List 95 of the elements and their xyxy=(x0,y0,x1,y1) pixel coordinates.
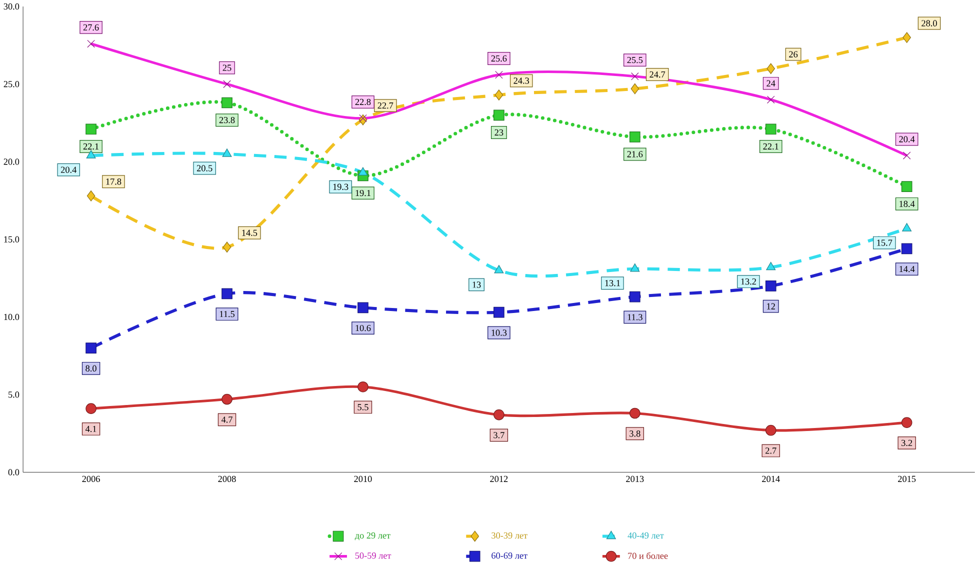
y-tick-label: 10.0 xyxy=(4,314,20,320)
data-label: 23.8 xyxy=(219,116,235,123)
data-label: 12 xyxy=(767,303,775,310)
data-label: 13.1 xyxy=(605,280,620,286)
data-label: 18.4 xyxy=(900,200,915,207)
point xyxy=(766,262,776,270)
data-label: 11.3 xyxy=(628,314,642,320)
point xyxy=(902,32,911,43)
data-label: 20.4 xyxy=(899,136,915,142)
legend-label: 30-39 лет xyxy=(492,532,528,538)
data-label: 23 xyxy=(494,129,504,136)
point xyxy=(222,97,232,108)
point xyxy=(358,381,368,392)
point xyxy=(222,394,232,404)
point xyxy=(902,222,912,232)
point xyxy=(766,62,775,74)
data-label: 26 xyxy=(789,51,798,58)
data-label: 25.6 xyxy=(491,55,507,62)
data-label: 5.5 xyxy=(358,404,368,410)
point xyxy=(86,342,96,354)
data-label: 15.7 xyxy=(877,239,892,246)
data-label: 19.1 xyxy=(356,190,370,196)
point xyxy=(630,263,640,272)
point xyxy=(86,190,96,202)
x-tick-label: 2013 xyxy=(626,476,644,482)
x-tick-label: 2008 xyxy=(218,476,236,482)
data-label: 28.0 xyxy=(922,20,937,26)
point xyxy=(901,180,912,192)
data-label: 24.7 xyxy=(650,71,666,78)
point xyxy=(901,416,912,428)
legend-label: 60-69 лет xyxy=(492,552,528,558)
point xyxy=(630,83,640,94)
legend-label: 50-59 лет xyxy=(355,552,392,558)
point xyxy=(86,150,96,158)
data-label: 22.8 xyxy=(355,98,371,105)
point xyxy=(222,148,232,157)
data-label: 20.4 xyxy=(60,166,76,173)
data-label: 10.3 xyxy=(492,329,507,336)
x-tick-label: 2012 xyxy=(490,476,508,482)
y-tick-label: 25.0 xyxy=(4,80,20,88)
y-tick-label: 0.0 xyxy=(8,468,20,476)
x-tick-label: 2014 xyxy=(762,476,780,482)
point xyxy=(86,402,96,414)
point xyxy=(629,131,640,142)
point xyxy=(629,408,640,418)
x-tick-label: 2006 xyxy=(82,476,100,482)
point xyxy=(222,288,232,299)
data-label: 3.2 xyxy=(902,440,912,446)
point xyxy=(358,302,368,313)
data-label: 10.6 xyxy=(356,324,371,331)
data-label: 27.6 xyxy=(83,24,99,30)
data-label: 13.2 xyxy=(741,278,756,284)
data-label: 2.7 xyxy=(766,447,776,454)
point xyxy=(358,166,368,176)
point xyxy=(765,424,776,436)
x-tick-label: 2010 xyxy=(354,476,372,482)
data-label: 4.1 xyxy=(85,426,96,432)
data-label: 3.8 xyxy=(630,430,640,437)
data-label: 21.6 xyxy=(627,150,643,158)
legend-label: 70 и более xyxy=(628,552,668,559)
point xyxy=(629,291,640,302)
point xyxy=(494,89,504,100)
point xyxy=(494,264,504,274)
data-label: 22.7 xyxy=(378,102,394,108)
point xyxy=(222,242,232,252)
y-tick-label: 20.0 xyxy=(4,158,20,165)
point xyxy=(765,124,776,134)
y-tick-label: 5.0 xyxy=(8,391,20,398)
data-label: 17.8 xyxy=(106,178,122,185)
data-label: 14.5 xyxy=(242,230,258,236)
point xyxy=(901,243,912,254)
data-label: 11.5 xyxy=(220,310,235,317)
data-label: 25.5 xyxy=(627,56,643,63)
point xyxy=(494,110,504,120)
data-label: 22.1 xyxy=(83,143,99,150)
data-label: 20.5 xyxy=(196,164,212,172)
data-label: 14.4 xyxy=(900,266,915,272)
point xyxy=(86,124,96,134)
data-label: 3.7 xyxy=(494,432,504,438)
data-label: 4.7 xyxy=(221,416,232,423)
point xyxy=(494,409,504,420)
data-label: 25 xyxy=(222,64,232,71)
point xyxy=(765,280,776,292)
data-label: 22.1 xyxy=(763,143,778,150)
legend-label: до 29 лет xyxy=(354,532,390,540)
legend-label: 40-49 лет xyxy=(628,532,664,538)
data-label: 19.3 xyxy=(333,184,348,190)
point xyxy=(494,306,504,318)
x-tick-label: 2015 xyxy=(898,476,916,482)
data-label: 13 xyxy=(472,281,481,288)
y-tick-label: 15.0 xyxy=(4,236,20,242)
data-label: 24.3 xyxy=(514,77,530,84)
y-tick-label: 30.0 xyxy=(4,3,20,10)
data-label: 8.0 xyxy=(86,365,96,372)
data-label: 24 xyxy=(766,80,776,86)
